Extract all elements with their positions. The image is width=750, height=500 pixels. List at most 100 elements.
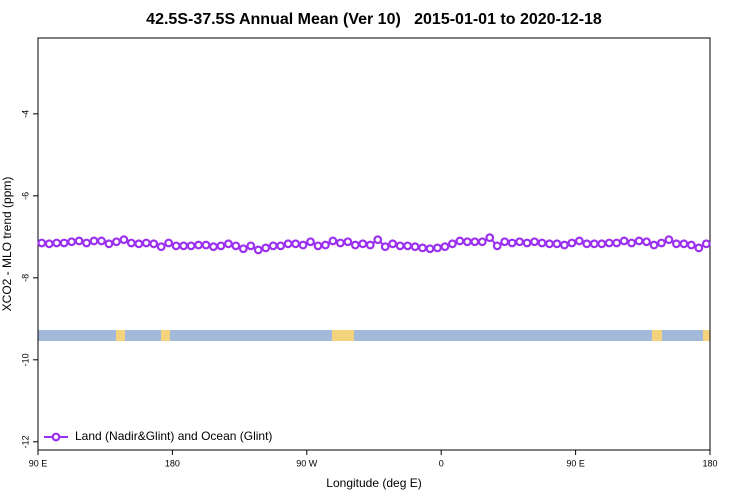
data-point — [395, 241, 405, 251]
data-point — [418, 243, 427, 253]
data-point — [388, 239, 398, 249]
data-point — [67, 237, 76, 247]
data-point — [74, 236, 84, 246]
data-point — [141, 238, 151, 248]
data-point — [403, 241, 413, 251]
data-point — [298, 240, 308, 250]
data-point — [589, 239, 599, 249]
data-point — [246, 241, 256, 251]
data-point — [694, 243, 704, 253]
legend-marker — [51, 432, 61, 442]
data-point — [276, 241, 286, 251]
data-point — [642, 237, 651, 247]
data-point — [111, 237, 121, 247]
data-point — [515, 237, 524, 247]
land-strip — [116, 330, 125, 341]
data-point — [477, 237, 487, 247]
x-tick-label: 180 — [702, 458, 717, 468]
x-tick-label: 90 E — [29, 458, 48, 468]
data-point — [89, 236, 99, 246]
y-tick-label: -4 — [20, 110, 30, 118]
data-point — [283, 239, 293, 249]
data-point — [462, 237, 472, 247]
land-strip — [652, 330, 662, 341]
data-point — [500, 237, 510, 247]
x-tick-label: 90 E — [566, 458, 585, 468]
data-point — [268, 241, 278, 251]
data-point — [567, 238, 577, 248]
data-point — [619, 236, 629, 246]
data-point — [433, 243, 442, 253]
data-point — [209, 242, 218, 252]
data-point — [380, 242, 390, 252]
data-point — [321, 240, 330, 250]
legend-label: Land (Nadir&Glint) and Ocean (Glint) — [75, 429, 272, 443]
land-strip — [332, 330, 354, 341]
data-point — [261, 243, 271, 253]
data-point — [627, 238, 636, 248]
data-point — [134, 239, 144, 249]
data-point — [126, 238, 136, 248]
data-point — [186, 241, 196, 251]
x-tick-label: 90 W — [296, 458, 318, 468]
y-tick-label: -10 — [20, 353, 30, 366]
data-point — [657, 238, 666, 248]
data-point — [97, 236, 106, 246]
data-point — [686, 240, 696, 250]
land-strip — [703, 330, 710, 341]
data-point — [365, 240, 375, 250]
data-point — [171, 241, 181, 251]
data-point — [336, 238, 345, 248]
data-point — [194, 240, 203, 250]
data-point — [59, 238, 69, 248]
data-point — [156, 242, 166, 252]
data-point — [507, 238, 517, 248]
data-point — [485, 233, 495, 243]
data-point — [201, 240, 211, 250]
data-point — [470, 237, 480, 247]
data-point — [649, 240, 659, 250]
chart-title: 42.5S-37.5S Annual Mean (Ver 10) 2015-01… — [146, 11, 602, 28]
data-point — [149, 239, 159, 249]
data-point — [664, 235, 674, 245]
data-point — [522, 238, 532, 248]
data-point — [552, 239, 562, 249]
land-strip — [161, 330, 170, 341]
data-point — [223, 239, 233, 249]
data-point — [306, 237, 315, 247]
data-point — [37, 238, 47, 248]
data-point — [560, 240, 569, 250]
data-point — [358, 239, 368, 249]
y-tick-label: -8 — [20, 274, 30, 282]
data-point — [350, 240, 360, 250]
data-point — [604, 238, 614, 248]
data-point — [328, 236, 338, 246]
data-point — [104, 239, 114, 249]
data-point — [440, 242, 450, 252]
data-point — [52, 238, 62, 248]
data-point — [179, 241, 189, 251]
data-point — [679, 239, 689, 249]
data-point — [291, 239, 301, 249]
data-point — [216, 241, 226, 251]
data-point — [343, 237, 353, 247]
data-point — [44, 239, 54, 249]
data-point — [425, 244, 435, 254]
data-point — [492, 241, 502, 251]
data-point — [537, 238, 547, 248]
data-point — [574, 236, 584, 246]
data-point — [119, 235, 129, 245]
data-point — [455, 236, 465, 246]
y-tick-label: -6 — [20, 192, 30, 200]
data-point — [634, 236, 644, 246]
ocean-strip — [38, 330, 710, 341]
data-point — [164, 238, 174, 248]
data-point — [530, 237, 539, 247]
x-tick-label: 0 — [439, 458, 444, 468]
data-point — [597, 239, 607, 249]
y-axis-label: XCO2 - MLO trend (ppm) — [0, 177, 14, 312]
data-point — [373, 235, 383, 245]
x-tick-label: 180 — [165, 458, 180, 468]
data-point — [701, 239, 711, 249]
